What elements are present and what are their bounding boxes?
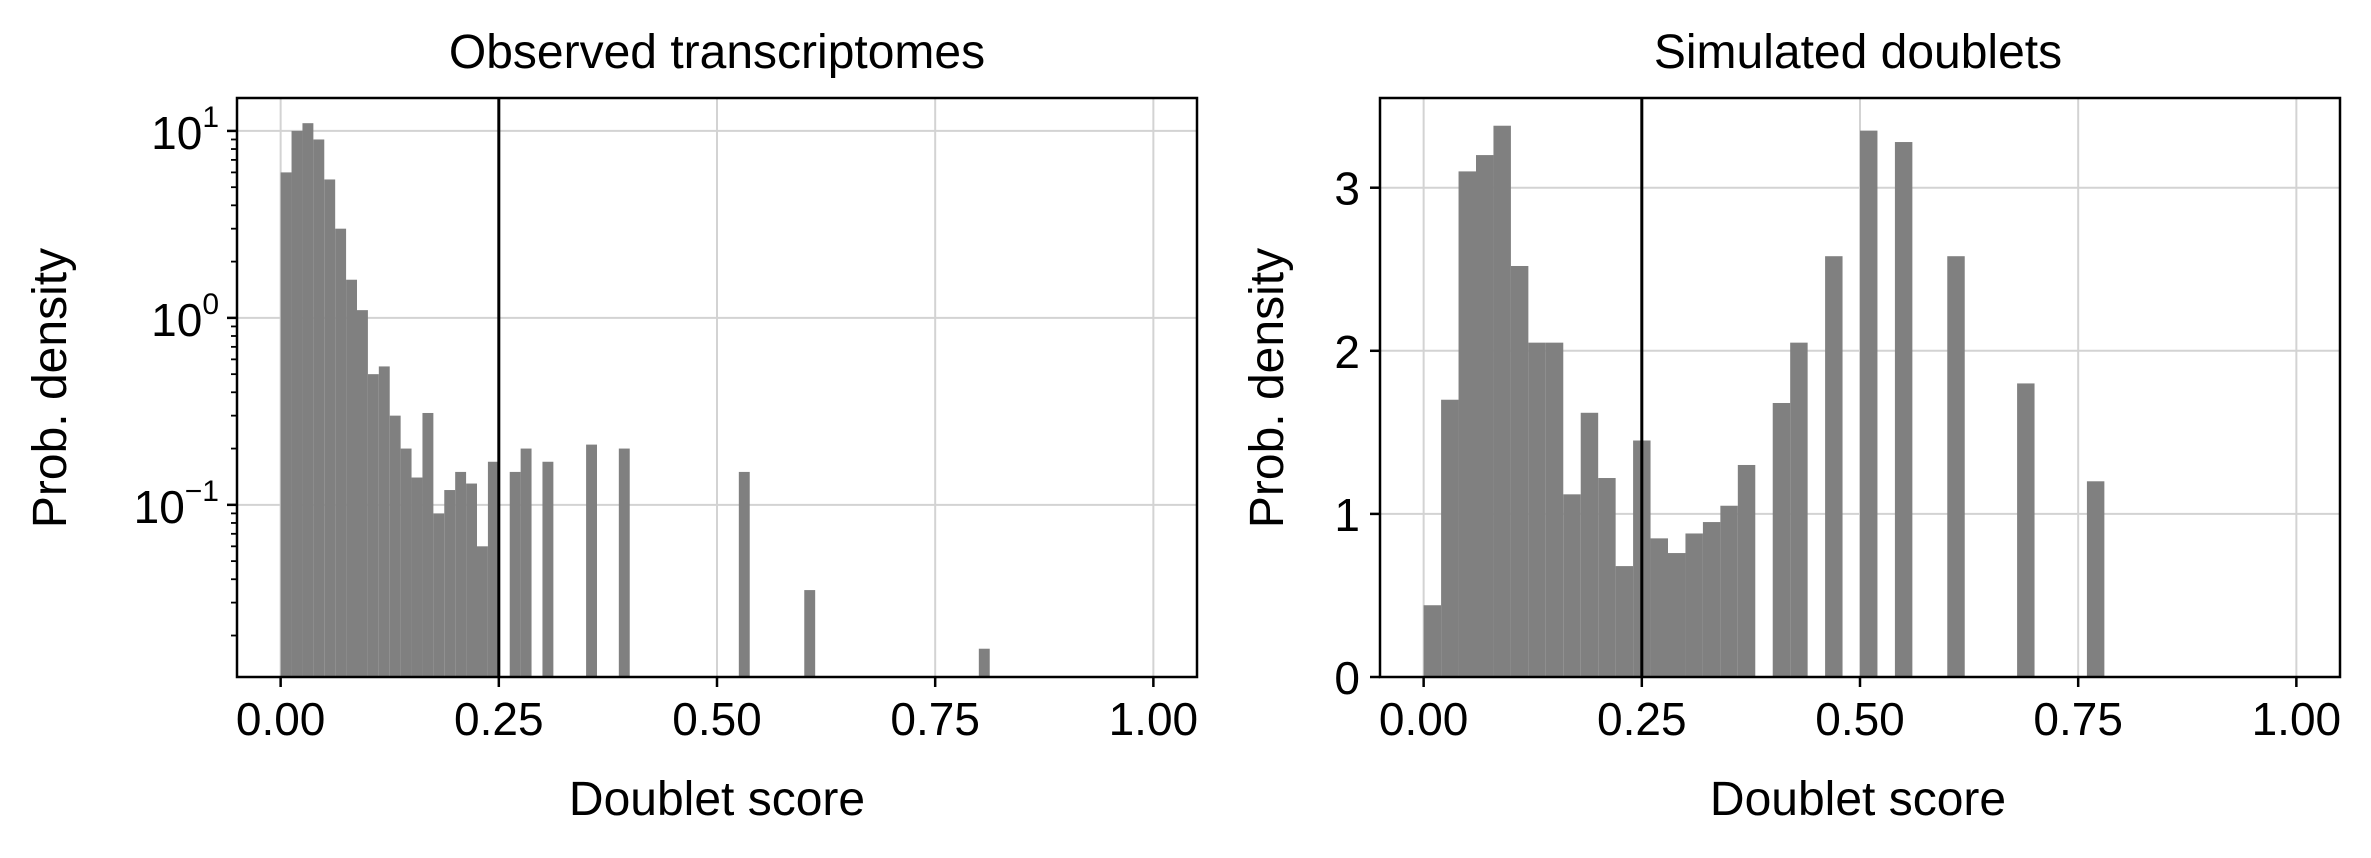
observed-x-tick-label: 0.75 <box>890 693 980 745</box>
observed-histogram-bar <box>411 477 423 677</box>
simulated-histogram-bar <box>1458 171 1476 678</box>
observed-histogram-bar <box>978 648 990 677</box>
observed-histogram-bar <box>324 179 336 677</box>
simulated-histogram-bar <box>1545 342 1564 677</box>
simulated-histogram-bar <box>1598 478 1616 677</box>
simulated-histogram-bar <box>1528 342 1546 677</box>
simulated-histogram-bar <box>1825 256 1843 677</box>
observed-y-tick-label: 101 <box>151 101 219 159</box>
observed-histogram-bar <box>466 483 477 677</box>
observed-x-tick-label: 0.00 <box>236 693 326 745</box>
observed-histogram-bar <box>335 228 347 677</box>
simulated-y-axis-label: Prob. density <box>1241 248 1294 528</box>
observed-histogram-bar <box>422 412 434 677</box>
observed-histogram-bar <box>280 172 292 677</box>
observed-histogram-bar <box>302 123 314 677</box>
observed-x-tick-label: 1.00 <box>1109 693 1199 745</box>
observed-y-tick-label: 10−1 <box>134 475 219 533</box>
simulated-histogram-bar <box>2017 383 2035 677</box>
observed-histogram-bar <box>618 448 630 677</box>
observed-histogram-bar <box>357 310 368 677</box>
simulated-y-tick-label: 1 <box>1334 489 1360 541</box>
simulated-y-tick-label: 0 <box>1334 652 1360 704</box>
observed-histogram-bar <box>738 471 750 677</box>
observed-y-axis-label: Prob. density <box>24 248 77 528</box>
simulated-x-tick-label: 0.25 <box>1597 693 1687 745</box>
simulated-histogram-bar <box>1493 125 1511 678</box>
observed-histogram-bar <box>477 546 488 677</box>
observed-histogram-bar <box>291 130 303 677</box>
simulated-histogram-bar <box>1790 342 1808 677</box>
simulated-histogram-bar <box>1441 399 1459 677</box>
observed-panel: Observed transcriptomes Doublet score Pr… <box>24 26 1199 826</box>
simulated-histogram-bar <box>1720 505 1738 677</box>
observed-histogram-bar <box>378 366 390 677</box>
simulated-panel: Simulated doublets Doublet score Prob. d… <box>1241 26 2342 826</box>
simulated-x-tick-label: 0.50 <box>1815 693 1905 745</box>
simulated-histogram-bar <box>1563 494 1581 677</box>
observed-histogram-bar <box>346 279 357 677</box>
simulated-histogram-bar <box>1668 553 1686 677</box>
simulated-y-tick-label: 2 <box>1334 326 1360 378</box>
observed-histogram-bar <box>804 590 816 677</box>
observed-x-axis-label: Doublet score <box>569 773 865 826</box>
simulated-x-tick-label: 0.75 <box>2033 693 2123 745</box>
simulated-histogram-bar <box>1737 464 1756 677</box>
simulated-histogram-bar <box>1650 538 1668 677</box>
simulated-histogram-bar <box>1423 605 1442 677</box>
observed-histogram-bar <box>389 415 401 677</box>
observed-histogram-bar <box>433 513 445 677</box>
observed-histogram-bar <box>455 471 467 677</box>
simulated-histogram-bar <box>2086 481 2105 677</box>
simulated-histogram-bar <box>1580 412 1599 677</box>
simulated-x-axis-label: Doublet score <box>1710 773 2006 826</box>
observed-histogram-bar <box>586 444 597 677</box>
simulated-title: Simulated doublets <box>1654 26 2062 79</box>
observed-y-tick-label: 100 <box>151 288 219 346</box>
simulated-y-tick-label: 3 <box>1334 163 1360 215</box>
observed-histogram-bar <box>487 461 499 677</box>
simulated-histogram-bar <box>1772 402 1791 677</box>
simulated-histogram-bar <box>1615 566 1634 677</box>
observed-histogram-bar <box>367 374 379 677</box>
simulated-histogram-bar <box>1860 130 1878 677</box>
simulated-plot-area: 0.00 0.25 0.50 0.75 1.00 0 1 2 3 <box>1334 96 2342 745</box>
observed-histogram-bar <box>509 471 521 677</box>
simulated-x-tick-label: 1.00 <box>2252 693 2342 745</box>
observed-x-tick-label: 0.50 <box>672 693 762 745</box>
observed-plot-area: 0.00 0.25 0.50 0.75 1.00 101 100 10−1 <box>134 96 1199 745</box>
simulated-histogram-bar <box>1894 142 1913 677</box>
observed-histogram-bar <box>542 461 554 677</box>
simulated-histogram-bar <box>1510 265 1529 677</box>
observed-histogram-bar <box>400 448 412 677</box>
simulated-histogram-bar <box>1685 533 1703 677</box>
simulated-histogram-bar <box>1476 155 1494 678</box>
observed-histogram-bar <box>444 490 456 677</box>
observed-histogram-bar <box>313 139 325 678</box>
observed-histogram-bar <box>520 448 532 677</box>
observed-title: Observed transcriptomes <box>449 26 985 79</box>
observed-x-tick-label: 0.25 <box>454 693 544 745</box>
simulated-x-tick-label: 0.00 <box>1379 693 1469 745</box>
simulated-histogram-bar <box>1702 522 1721 677</box>
simulated-histogram-bar <box>1947 256 1965 677</box>
